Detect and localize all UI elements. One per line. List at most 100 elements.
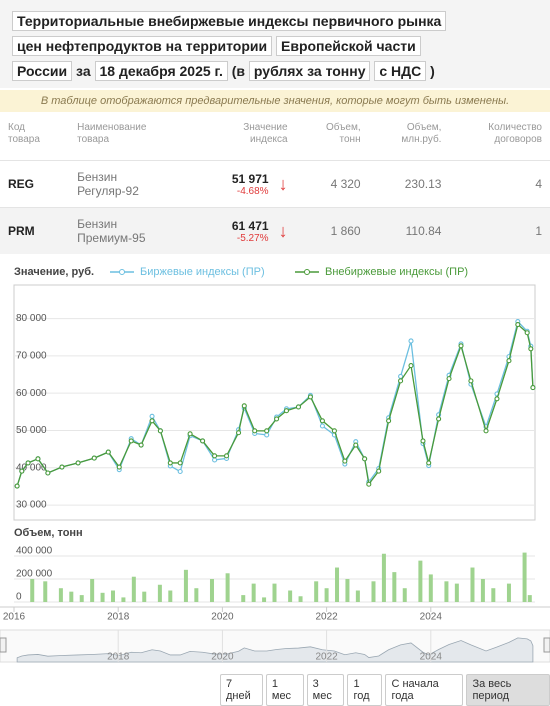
point	[436, 416, 442, 422]
volume-bar	[345, 579, 350, 602]
range-button[interactable]: 1 год	[347, 674, 383, 706]
volume-bar	[183, 569, 188, 602]
point	[524, 330, 530, 336]
note: В таблице отображаются предварительные з…	[0, 90, 550, 112]
volume-bar	[418, 560, 423, 602]
point	[446, 376, 452, 382]
point	[241, 403, 247, 409]
column-header-line: Объем,	[325, 122, 361, 133]
volume-bar	[454, 583, 459, 602]
column-header-line: Код	[8, 122, 26, 133]
x-tick-label: 2022	[315, 612, 338, 623]
point	[342, 458, 348, 464]
down-arrow: ↓	[278, 173, 288, 194]
point	[75, 460, 81, 466]
deals: 4	[449, 160, 550, 208]
volume-bar	[381, 553, 386, 602]
point	[167, 460, 173, 466]
header: Территориальные внебиржевые индексы перв…	[0, 0, 550, 88]
point	[515, 321, 521, 328]
legend-marker	[304, 269, 310, 275]
range-button[interactable]: С начала года	[385, 674, 464, 706]
volume-bar	[131, 576, 136, 602]
volume-bar	[110, 590, 115, 602]
range-button[interactable]: 1 мес	[265, 674, 304, 706]
y-tick-label: 0	[16, 592, 22, 603]
volume-bar	[69, 591, 74, 602]
volume-bar	[194, 588, 199, 602]
column-header-line: млн.руб.	[401, 134, 442, 145]
column-header-line: индекса	[250, 134, 288, 145]
legend-entry: Внебиржевые индексы (ПР)	[325, 266, 468, 278]
range-button[interactable]: За весь период	[466, 674, 550, 706]
point	[366, 481, 372, 487]
volume-bar	[209, 579, 214, 602]
volume-bar	[371, 581, 376, 602]
point	[408, 363, 414, 369]
point	[59, 464, 65, 470]
point	[319, 423, 325, 429]
amount: 110.84	[368, 207, 450, 254]
point	[138, 442, 144, 448]
volume-bar	[522, 552, 527, 602]
volume-bar	[90, 579, 95, 602]
volume: 1 860	[295, 207, 369, 254]
range-button[interactable]: 7 дней	[220, 674, 263, 706]
down-arrow: ↓	[278, 220, 288, 241]
point	[149, 413, 155, 419]
title-part: 18 декабря 2025 г.	[94, 61, 228, 81]
point	[149, 418, 155, 424]
volume-bar	[428, 574, 433, 602]
volume-bar	[168, 590, 173, 602]
volume-bar	[314, 581, 319, 602]
y-tick-label: 60 000	[16, 388, 47, 399]
navigator-tick-label: 2018	[107, 652, 130, 663]
volume-bar	[324, 588, 329, 602]
column-header: Код товара	[0, 116, 69, 161]
title-part: (в	[231, 63, 246, 79]
point	[331, 428, 337, 434]
value-wrap: 51 971 -4.68% ↓	[200, 172, 288, 197]
series-line	[16, 320, 534, 487]
navigator-handle	[0, 637, 7, 653]
y-tick-label: 40 000	[16, 462, 47, 473]
index-table: Код товара Наименование товара Значение индек…	[0, 116, 550, 254]
point	[236, 430, 242, 436]
column-header-line: Количество	[488, 122, 542, 133]
y-tick-label: 70 000	[16, 351, 47, 362]
column-header-line: товара	[77, 134, 110, 145]
navigator-tick-label: 2020	[211, 652, 234, 663]
y-tick-label: 30 000	[16, 500, 47, 511]
value-col: 51 971 -4.68%	[232, 172, 269, 197]
name-line: Премиум-95	[77, 231, 146, 245]
value-wrap: 61 471 -5.27% ↓	[200, 219, 288, 244]
value: 51 971	[231, 171, 269, 186]
change: -5.27%	[236, 232, 269, 244]
x-tick-label: 2016	[3, 612, 26, 623]
column-header: Объем, тонн	[296, 116, 369, 161]
point	[128, 438, 134, 444]
point	[116, 464, 122, 470]
table-body: REG Бензин Регуляр-92 51 971 -4.68% ↓ 4 320 230…	[0, 160, 550, 254]
point	[295, 404, 302, 410]
volume-bar	[225, 573, 230, 602]
code: REG	[0, 160, 70, 208]
point	[252, 428, 258, 434]
y-tick-label: 400 000	[16, 546, 53, 557]
name-line: Бензин	[77, 217, 118, 231]
point	[177, 460, 183, 466]
point	[362, 456, 368, 462]
column-header-line: товара	[8, 134, 40, 145]
volume-bar	[392, 572, 397, 602]
point	[458, 343, 464, 349]
volume-bar	[298, 596, 303, 602]
point	[224, 453, 230, 459]
y-tick-label: 50 000	[16, 425, 47, 436]
volume-bar	[43, 581, 48, 602]
point	[25, 460, 31, 466]
point	[483, 428, 489, 434]
x-tick-label: 2018	[107, 612, 130, 623]
column-header: Значение индекса	[192, 116, 295, 161]
range-button[interactable]: 3 мес	[306, 674, 345, 706]
index-value: 51 971 -4.68% ↓	[192, 160, 296, 208]
